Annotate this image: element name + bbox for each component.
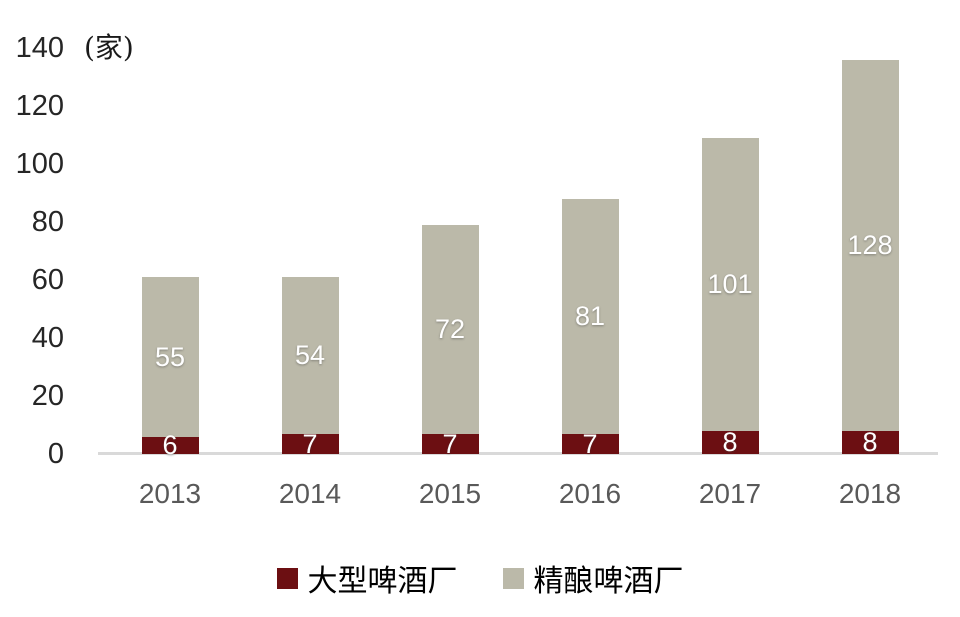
x-axis-label-2017: 2017 xyxy=(698,478,762,509)
large-brewery-bar-2013 xyxy=(141,436,199,454)
x-axis-label-2018: 2018 xyxy=(838,478,902,509)
x-axis-label-2015: 2015 xyxy=(418,478,482,509)
legend-swatch-craft-brewery xyxy=(502,567,524,589)
craft-brewery-bar-2015 xyxy=(421,224,479,434)
y-axis-tick-80: 80 xyxy=(31,206,64,238)
craft-brewery-value-label-2017: 101 xyxy=(707,269,753,300)
craft-brewery-value-label-2015: 72 xyxy=(434,314,466,345)
y-axis-tick-40: 40 xyxy=(31,322,64,354)
y-axis-tick-140: 140 xyxy=(15,32,64,64)
craft-brewery-bar-2018 xyxy=(841,59,899,431)
legend-item-craft-brewery: 精酿啤酒厂 xyxy=(502,556,684,600)
x-axis-label-2016: 2016 xyxy=(558,478,622,509)
craft-brewery-value-label-2018: 128 xyxy=(847,230,893,261)
large-brewery-bar-2017 xyxy=(701,430,759,454)
x-axis-label-2013: 2013 xyxy=(138,478,202,509)
large-brewery-bar-2015 xyxy=(421,433,479,454)
large-brewery-value-label-2013: 6 xyxy=(162,430,178,461)
y-axis-unit-label: (家) xyxy=(84,31,134,64)
large-brewery-value-label-2014: 7 xyxy=(302,428,318,459)
x-axis-label-2014: 2014 xyxy=(278,478,342,509)
legend-label-large-brewery: 大型啤酒厂 xyxy=(307,564,458,599)
legend-swatch-large-brewery xyxy=(276,567,298,589)
craft-brewery-bar-2014 xyxy=(281,277,339,434)
craft-brewery-value-label-2013: 55 xyxy=(154,341,186,372)
craft-brewery-value-label-2014: 54 xyxy=(294,340,326,371)
y-axis-tick-0: 0 xyxy=(47,438,64,470)
large-brewery-value-label-2016: 7 xyxy=(582,428,598,459)
craft-brewery-bar-2017 xyxy=(701,137,759,431)
craft-brewery-bar-2016 xyxy=(561,198,619,434)
large-brewery-bar-2014 xyxy=(281,433,339,454)
chart-legend: 大型啤酒厂 精酿啤酒厂 xyxy=(0,556,960,600)
y-axis-tick-120: 120 xyxy=(15,90,64,122)
large-brewery-value-label-2015: 7 xyxy=(442,428,458,459)
y-axis-tick-60: 60 xyxy=(31,264,64,296)
large-brewery-value-label-2018: 8 xyxy=(862,427,878,458)
x-axis-baseline xyxy=(98,452,938,455)
y-axis-tick-20: 20 xyxy=(31,380,64,412)
large-brewery-value-label-2017: 8 xyxy=(722,427,738,458)
craft-brewery-bar-2013 xyxy=(141,277,199,437)
large-brewery-bar-2018 xyxy=(841,430,899,454)
legend-label-craft-brewery: 精酿啤酒厂 xyxy=(533,564,684,599)
y-axis-tick-100: 100 xyxy=(15,148,64,180)
craft-brewery-value-label-2016: 81 xyxy=(574,301,606,332)
large-brewery-bar-2016 xyxy=(561,433,619,454)
legend-item-large-brewery: 大型啤酒厂 xyxy=(276,556,458,600)
